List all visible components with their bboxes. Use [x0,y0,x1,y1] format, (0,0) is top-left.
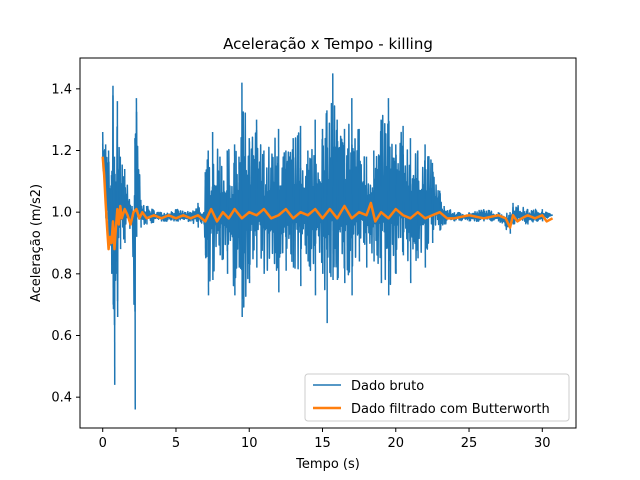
plot-frame [79,57,577,429]
chart-title: Aceleração x Tempo - killing [223,35,433,53]
x-tick-label: 5 [172,436,180,451]
legend-label-filtered: Dado filtrado com Butterworth [351,402,550,417]
series-layer [101,73,554,410]
x-tick-label: 20 [387,436,404,451]
x-tick-label: 10 [241,436,258,451]
x-tick-label: 25 [461,436,478,451]
y-axis-label: Aceleração (m/s2) [29,184,44,302]
y-tick-label: 0.6 [51,329,72,344]
y-tick-label: 0.4 [51,391,72,406]
x-tick-label: 15 [314,436,331,451]
legend: Dado bruto Dado filtrado com Butterworth [304,373,570,422]
x-axis-label: Tempo (s) [295,457,360,472]
x-tick-label: 0 [99,436,107,451]
series-line-filtered [101,156,554,251]
legend-box [304,373,570,422]
y-tick-label: 1.4 [51,82,72,97]
y-tick-label: 0.8 [51,267,72,282]
plot-area [79,57,577,429]
y-tick-label: 1.2 [51,144,72,159]
y-axis: 0.4 0.6 0.8 1.0 1.2 1.4 [51,82,80,406]
x-tick-label: 30 [534,436,551,451]
legend-label-raw: Dado bruto [351,379,424,394]
y-tick-label: 1.0 [51,206,72,221]
x-axis: 0 5 10 15 20 25 30 [99,428,551,451]
